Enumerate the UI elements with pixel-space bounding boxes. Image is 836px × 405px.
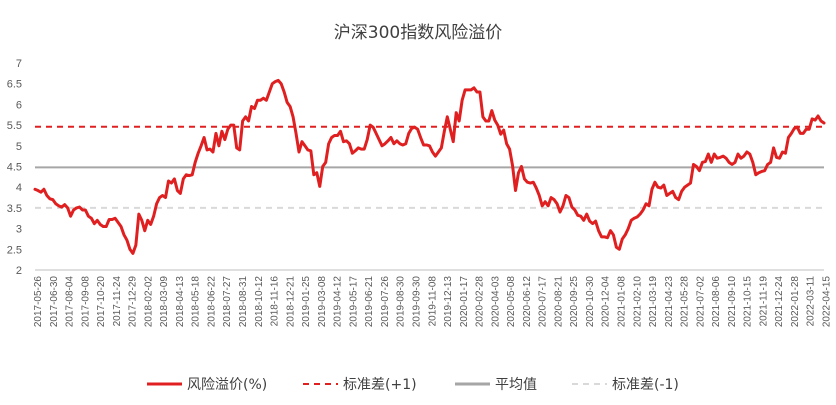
legend: 风险溢价(%) 标准差(+1) 平均值 标准差(-1) [147, 377, 679, 393]
chart-title: 沪深300指数风险溢价 [334, 23, 502, 43]
x-tick-label: 2019-08-30 [396, 276, 407, 328]
x-tick-label: 2022-04-15 [822, 276, 833, 328]
x-tick-label: 2020-01-17 [459, 276, 470, 328]
x-tick-label: 2021-04-23 [664, 276, 675, 328]
x-tick-label: 2021-03-19 [648, 276, 659, 328]
x-tick-label: 2020-08-21 [553, 276, 564, 328]
x-tick-label: 2018-06-22 [206, 276, 217, 328]
x-tick-label: 2019-11-08 [427, 276, 438, 327]
x-tick-label: 2021-09-10 [727, 276, 738, 328]
x-tick-label: 2020-09-25 [569, 276, 580, 328]
x-tick-label: 2018-07-27 [222, 276, 233, 328]
x-tick-label: 2018-12-21 [285, 276, 296, 328]
x-tick-label: 2017-05-26 [33, 276, 44, 328]
x-tick-label: 2017-12-29 [128, 276, 139, 328]
x-tick-label: 2021-05-28 [680, 276, 691, 328]
x-tick-label: 2018-08-31 [238, 276, 249, 328]
x-tick-label: 2019-03-08 [317, 276, 328, 328]
x-tick-label: 2020-12-04 [601, 276, 612, 328]
x-tick-label: 2017-06-30 [49, 276, 60, 328]
x-tick-label: 2018-10-12 [254, 276, 265, 328]
y-tick-label: 4 [16, 182, 22, 194]
plot-area [33, 78, 826, 255]
y-tick-label: 7 [16, 58, 22, 70]
x-tick-label: 2021-01-08 [616, 276, 627, 328]
x-tick-label: 2021-02-10 [632, 276, 643, 328]
y-tick-label: 6.5 [7, 79, 22, 91]
y-tick-label: 3 [16, 224, 22, 236]
x-tick-label: 2021-08-06 [711, 276, 722, 328]
y-tick-label: 4.5 [7, 162, 22, 174]
x-tick-label: 2017-11-24 [112, 276, 123, 327]
y-tick-label: 5 [16, 141, 22, 153]
x-tick-label: 2019-06-21 [364, 276, 375, 328]
x-tick-label: 2021-11-19 [758, 276, 769, 327]
y-tick-label: 5.5 [7, 120, 22, 132]
legend-label: 标准差(-1) [612, 377, 679, 393]
x-tick-label: 2019-07-26 [380, 276, 391, 328]
x-tick-label: 2020-02-28 [475, 276, 486, 328]
x-tick-label: 2018-05-18 [191, 276, 202, 328]
y-axis: 2 2.5 3 3.5 4 4.5 5 5.5 6 6.5 7 [7, 58, 22, 277]
y-tick-label: 3.5 [7, 203, 22, 215]
y-tick-label: 2.5 [7, 244, 22, 256]
x-tick-label: 2020-04-03 [490, 276, 501, 328]
x-tick-label: 2017-09-08 [80, 276, 91, 328]
x-tick-label: 2019-12-13 [443, 276, 454, 328]
x-tick-label: 2022-03-11 [806, 276, 817, 327]
x-tick-label: 2017-08-04 [65, 276, 76, 328]
x-tick-label: 2020-05-08 [506, 276, 517, 328]
x-tick-label: 2018-04-13 [175, 276, 186, 328]
series-line-risk-premium [33, 78, 826, 255]
x-tick-label: 2021-12-24 [774, 276, 785, 328]
x-tick-label: 2019-04-12 [333, 276, 344, 328]
legend-label: 标准差(+1) [343, 377, 417, 393]
x-tick-label: 2019-05-17 [348, 276, 359, 328]
y-tick-label: 6 [16, 99, 22, 111]
legend-label: 平均值 [495, 377, 537, 393]
x-tick-label: 2022-01-28 [790, 276, 801, 328]
x-tick-label: 2018-02-02 [143, 276, 154, 328]
x-tick-label: 2018-03-09 [159, 276, 170, 328]
reference-lines [35, 125, 824, 209]
x-tick-label: 2020-10-30 [585, 276, 596, 328]
y-tick-label: 2 [16, 265, 22, 277]
x-tick-label: 2021-07-02 [695, 276, 706, 328]
legend-label: 风险溢价(%) [187, 377, 267, 393]
x-tick-label: 2020-06-12 [522, 276, 533, 328]
x-tick-label: 2017-10-20 [96, 276, 107, 328]
x-tick-label: 2018-11-16 [270, 276, 281, 327]
x-tick-label: 2019-01-25 [301, 276, 312, 328]
x-axis: 2017-05-26 2017-06-30 2017-08-04 2017-09-08… [33, 269, 833, 328]
x-tick-label: 2021-10-15 [743, 276, 754, 328]
x-tick-label: 2019-09-30 [411, 276, 422, 328]
x-tick-label: 2020-07-17 [538, 276, 549, 328]
